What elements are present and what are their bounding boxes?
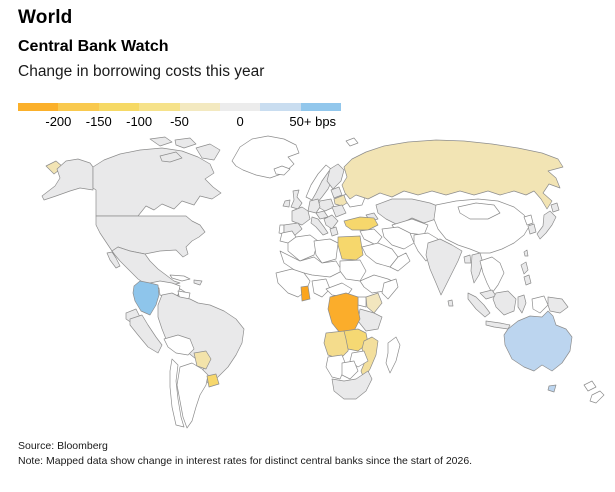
country-taiwan <box>523 249 529 257</box>
country-finland <box>326 163 345 190</box>
country-romania <box>331 204 347 218</box>
country-namibia <box>325 354 347 380</box>
country-arctic-island-1 <box>149 136 173 147</box>
country-iceland <box>273 165 291 176</box>
country-yemen-oman <box>389 252 411 272</box>
country-bangladesh <box>463 254 472 264</box>
country-mongolia <box>457 202 501 220</box>
country-drc <box>327 292 361 334</box>
country-germany <box>307 198 321 214</box>
country-somalia <box>381 278 399 300</box>
country-arctic-island-2 <box>174 137 197 149</box>
legend-label: -50 <box>170 114 189 129</box>
country-sulawesi <box>517 294 527 314</box>
country-italy <box>310 216 329 236</box>
country-uruguay <box>206 373 220 388</box>
country-hokkaido <box>550 202 560 213</box>
country-west-new-guinea <box>531 295 549 314</box>
country-sri-lanka <box>447 299 454 307</box>
country-madagascar <box>385 336 401 374</box>
country-sudan <box>339 259 367 282</box>
country-turkey <box>343 216 379 231</box>
country-argentina <box>176 362 209 429</box>
country-usa <box>95 215 206 258</box>
country-ireland <box>282 199 291 208</box>
country-france <box>291 206 311 226</box>
country-borneo <box>492 290 517 316</box>
country-iran <box>381 226 415 250</box>
country-hispaniola <box>193 279 203 286</box>
country-chile <box>169 358 185 428</box>
country-south-korea <box>527 223 537 235</box>
country-libya <box>313 238 339 264</box>
country-balkans <box>323 214 339 230</box>
country-kazakhstan <box>375 198 441 226</box>
country-colombia <box>132 280 160 316</box>
legend-label: 50+ bps <box>289 114 337 129</box>
country-mexico <box>106 246 181 290</box>
country-java <box>485 320 511 330</box>
country-uk <box>290 189 303 210</box>
country-canada <box>92 147 222 217</box>
country-greece <box>329 226 339 237</box>
country-alaska <box>41 158 94 201</box>
source-line: Source: Bloomberg <box>18 440 108 452</box>
region-title: World <box>18 7 73 28</box>
country-sumatra <box>467 292 491 318</box>
country-philippines-1 <box>520 261 529 275</box>
country-greenland <box>231 135 300 179</box>
legend-labels: -200 -150 -100 -50 0 50+ bps <box>18 114 341 130</box>
country-india <box>425 238 463 296</box>
country-brazil <box>157 292 245 384</box>
chart-subtitle: Change in borrowing costs this year <box>18 63 265 80</box>
country-syria-iraq <box>359 228 383 246</box>
legend-segment <box>179 103 220 111</box>
legend-segment <box>139 103 180 111</box>
country-japan <box>536 210 557 240</box>
country-philippines-2 <box>523 274 532 286</box>
country-ghana <box>300 285 311 302</box>
legend-segment <box>260 103 301 111</box>
country-russia <box>341 139 564 210</box>
country-botswana <box>341 360 359 380</box>
country-south-africa <box>331 370 373 400</box>
chart-title: Central Bank Watch <box>18 38 169 55</box>
legend-label: -100 <box>126 114 153 129</box>
legend-segment <box>18 103 59 111</box>
legend-label: -200 <box>45 114 72 129</box>
country-cuba <box>169 274 191 282</box>
country-bolivia <box>163 334 195 356</box>
country-nigeria <box>311 278 331 298</box>
legend-bar <box>18 103 341 111</box>
legend-label: 0 <box>236 114 244 129</box>
country-australia <box>503 310 573 372</box>
legend-segment <box>300 103 341 111</box>
country-poland <box>317 198 335 212</box>
country-paraguay <box>193 350 212 370</box>
country-tasmania <box>547 384 557 393</box>
country-new-zealand-north <box>583 380 597 392</box>
legend-segment <box>58 103 99 111</box>
world-map <box>0 133 615 435</box>
country-baltics <box>330 186 343 199</box>
country-png <box>547 296 569 314</box>
legend-label: -150 <box>85 114 112 129</box>
country-tanzania <box>357 308 383 332</box>
legend-segment <box>98 103 140 111</box>
country-kenya <box>365 292 383 314</box>
country-victoria-island <box>159 151 183 163</box>
country-china <box>433 198 531 254</box>
country-indochina <box>479 256 505 294</box>
country-egypt <box>337 235 364 261</box>
country-peru <box>129 314 163 354</box>
country-baffin <box>195 143 221 161</box>
note-line: Note: Mapped data show change in interes… <box>18 455 473 467</box>
legend: -200 -150 -100 -50 0 50+ bps <box>18 103 341 130</box>
country-north-korea <box>523 214 534 226</box>
country-new-zealand-south <box>589 390 605 404</box>
country-svalbard <box>345 137 359 147</box>
legend-segment <box>219 103 261 111</box>
country-uganda <box>357 296 367 308</box>
country-myanmar <box>470 252 484 284</box>
